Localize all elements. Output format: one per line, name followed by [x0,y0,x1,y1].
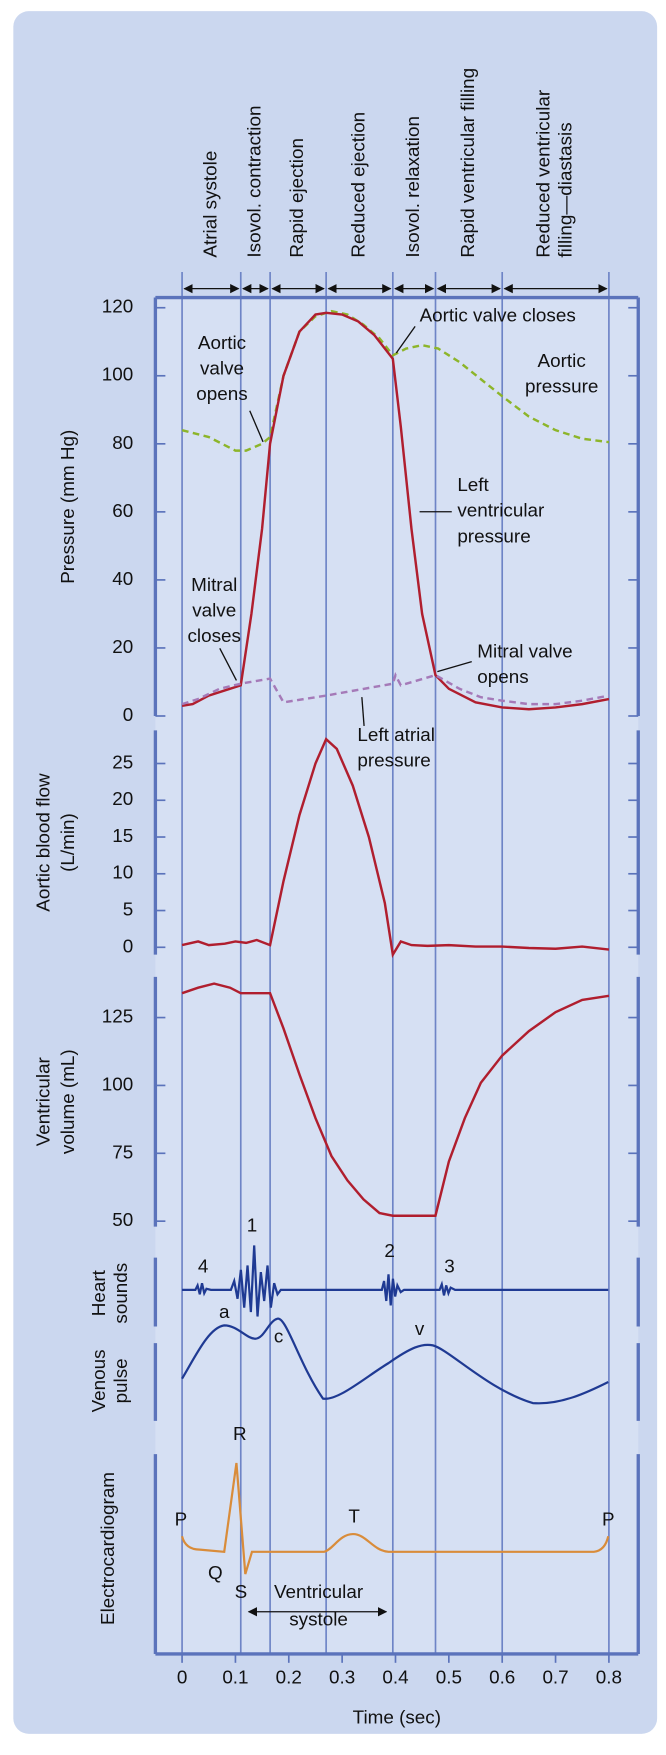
annotation: Aortic [198,332,246,353]
plot-area [155,297,639,1654]
y-tick-label: 20 [112,636,133,657]
y-tick-label: 60 [112,500,133,521]
y-tick-label: 25 [112,751,133,772]
venous-pulse-trace [181,1317,609,1405]
y-tick-label: 125 [102,1006,133,1027]
y-axis-label: (L/min) [57,813,78,872]
trace-label: Electrocardiogram [97,1472,118,1625]
trace-label: pulse [110,1358,131,1403]
y-tick-label: 50 [112,1209,133,1230]
y-tick-label: 20 [112,788,133,809]
ecg-trace [180,1462,610,1575]
annotation: closes [187,625,240,646]
phase-label: Rapid ejection [286,138,307,258]
trace-mark-label: R [233,1423,247,1444]
trace-mark-label: v [415,1318,425,1339]
x-tick-label: 0.3 [329,1666,355,1687]
trace-label: Heart [88,1269,109,1316]
phase-label: Reduced ejection [347,112,368,258]
annotation: valve [192,600,236,621]
annotation: pressure [525,375,598,396]
trace-mark-label: T [348,1505,360,1526]
x-tick-label: 0.2 [276,1666,302,1687]
y-tick-label: 75 [112,1141,133,1162]
systole-label: Ventricular [274,1581,363,1602]
x-tick-label: 0.6 [489,1666,515,1687]
x-tick-label: 0.8 [596,1666,622,1687]
annotation: Aortic valve closes [420,304,576,325]
leader-line [361,697,365,727]
series-line [181,311,610,711]
y-tick-label: 40 [112,568,133,589]
trace-mark-label: c [274,1326,283,1347]
y-tick-label: 5 [123,899,134,920]
y-tick-label: 100 [102,1073,133,1094]
phase-label: Isovol. relaxation [402,116,423,258]
leader-line [219,647,238,681]
x-tick-label: 0.5 [436,1666,462,1687]
annotation: pressure [457,525,530,546]
trace-mark-label: 4 [198,1256,209,1277]
x-tick-label: 0.7 [542,1666,568,1687]
y-axis-label: Pressure (mm Hg) [57,430,78,584]
trace-mark-label: 1 [247,1215,258,1236]
annotation: Left atrial [357,724,435,745]
phase-label: Rapid ventricular filling [457,68,478,258]
annotation: pressure [357,749,430,770]
y-axis-label: Ventricular [32,1057,53,1146]
layer: Atrial systole Isovol. contraction Rapid e… [32,68,640,1727]
series-line [181,671,610,706]
trace-mark-label: Q [208,1562,223,1583]
y-tick-label: 10 [112,862,133,883]
annotation: Aortic [538,350,586,371]
trace-mark-label: P [175,1509,188,1530]
series-line [181,982,610,1217]
y-tick-label: 0 [123,704,134,725]
trace-mark-label: 2 [384,1240,395,1261]
y-tick-label: 120 [102,296,133,317]
phase-label: Atrial systole [199,151,220,258]
annotation: opens [196,383,247,404]
leader-line [437,660,472,673]
annotation: Mitral [191,574,237,595]
trace-mark-label: P [602,1509,615,1530]
annotation: Mitral valve [477,641,572,662]
heart-sounds-trace [182,1245,609,1317]
annotation: Left [457,474,489,495]
x-tick-label: 0 [177,1666,188,1687]
x-tick-label: 0.4 [382,1666,408,1687]
trace-mark-label: 3 [444,1256,455,1277]
trace-label: Venous [88,1349,109,1412]
x-tick-label: 0.1 [222,1666,248,1687]
phase-label: Reduced ventricular [532,90,553,258]
y-tick-label: 80 [112,432,133,453]
annotation: opens [477,666,528,687]
y-tick-label: 15 [112,825,133,846]
y-axis-label: volume (mL) [57,1049,78,1154]
phase-label: filling—diastasis [555,122,576,257]
y-tick-label: 100 [102,364,133,385]
leader-line [249,410,264,443]
y-tick-label: 0 [123,935,134,956]
trace-mark-label: S [235,1581,248,1602]
annotation: valve [200,358,244,379]
trace-label: sounds [110,1263,131,1324]
annotation: ventricular [457,500,544,521]
series-line [181,737,610,959]
y-axis-label: Aortic blood flow [32,773,53,912]
trace-mark-label: a [219,1301,230,1322]
phase-label: Isovol. contraction [243,106,264,258]
leader-line [395,326,416,354]
x-axis-label: Time (sec) [353,1706,441,1727]
